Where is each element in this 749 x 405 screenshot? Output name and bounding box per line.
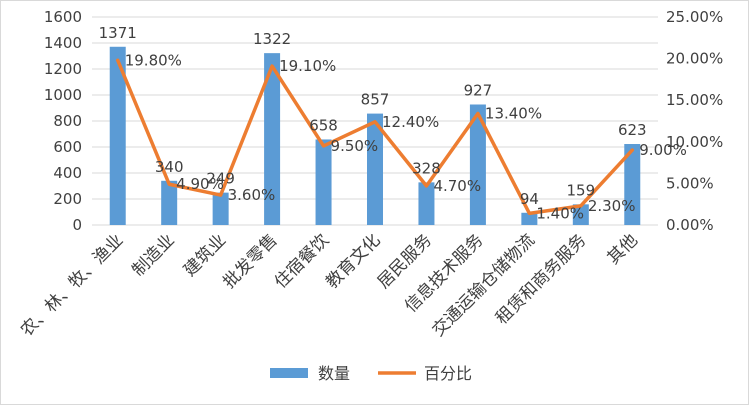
line-data-label: 1.40% <box>536 204 584 222</box>
left-tick-label: 200 <box>53 190 82 208</box>
bar-data-label: 340 <box>155 158 184 176</box>
right-tick-label: 10.00% <box>666 133 723 151</box>
bar-data-label: 1371 <box>99 24 137 42</box>
bar <box>572 204 589 225</box>
category-label: 租赁和商务服务 <box>492 230 590 328</box>
right-tick-label: 20.00% <box>666 50 723 68</box>
category-label: 建筑业 <box>180 230 230 280</box>
category-label: 制造业 <box>129 230 179 280</box>
left-tick-label: 0 <box>72 216 82 234</box>
left-tick-label: 800 <box>53 112 82 130</box>
category-label: 住宿餐饮 <box>271 230 333 292</box>
category-label: 批发零售 <box>219 230 281 292</box>
left-tick-label: 600 <box>53 138 82 156</box>
line-data-label: 19.10% <box>279 57 336 75</box>
line-data-label: 4.90% <box>176 175 224 193</box>
bar-data-label: 249 <box>206 170 235 188</box>
right-tick-label: 25.00% <box>666 8 723 26</box>
bar-data-label: 328 <box>412 159 441 177</box>
line-data-label: 12.40% <box>382 113 439 131</box>
line-data-label: 19.80% <box>125 51 182 69</box>
bar <box>161 180 178 225</box>
left-tick-label: 1200 <box>44 60 82 78</box>
bar-data-label: 658 <box>309 116 338 134</box>
left-tick-label: 1000 <box>44 86 82 104</box>
line-data-label: 4.70% <box>433 177 481 195</box>
line-data-label: 9.00% <box>639 141 687 159</box>
bar-data-label: 927 <box>464 81 493 99</box>
bar-data-label: 623 <box>618 121 647 139</box>
category-label: 其他 <box>604 230 642 268</box>
bar-data-label: 159 <box>566 181 595 199</box>
right-tick-label: 15.00% <box>666 91 723 109</box>
bar <box>624 144 641 225</box>
line-data-label: 2.30% <box>588 197 636 215</box>
bar <box>109 46 126 225</box>
left-tick-label: 1600 <box>44 8 82 26</box>
bar <box>521 212 538 225</box>
category-label: 教育文化 <box>322 230 384 292</box>
bar-data-label: 1322 <box>253 30 291 48</box>
legend-label-percent: 百分比 <box>424 364 472 383</box>
bar-data-label: 857 <box>361 91 390 109</box>
bar <box>367 113 383 225</box>
line-data-label: 13.40% <box>485 105 542 123</box>
right-tick-label: 5.00% <box>666 174 714 192</box>
line-data-label: 9.50% <box>331 137 379 155</box>
left-tick-label: 400 <box>53 164 82 182</box>
bar <box>264 53 281 225</box>
bar <box>315 139 332 225</box>
line-data-label: 3.60% <box>228 186 276 204</box>
left-tick-label: 1400 <box>44 34 82 52</box>
bar <box>469 104 486 225</box>
legend-swatch-bar <box>270 368 308 378</box>
bar <box>418 182 435 225</box>
category-label: 农、林、牧、渔业 <box>17 230 127 340</box>
bar <box>212 192 229 225</box>
percent-line <box>115 58 635 216</box>
legend-label-count: 数量 <box>318 364 350 383</box>
bar-data-label: 94 <box>520 190 539 208</box>
right-tick-label: 0.00% <box>666 216 714 234</box>
